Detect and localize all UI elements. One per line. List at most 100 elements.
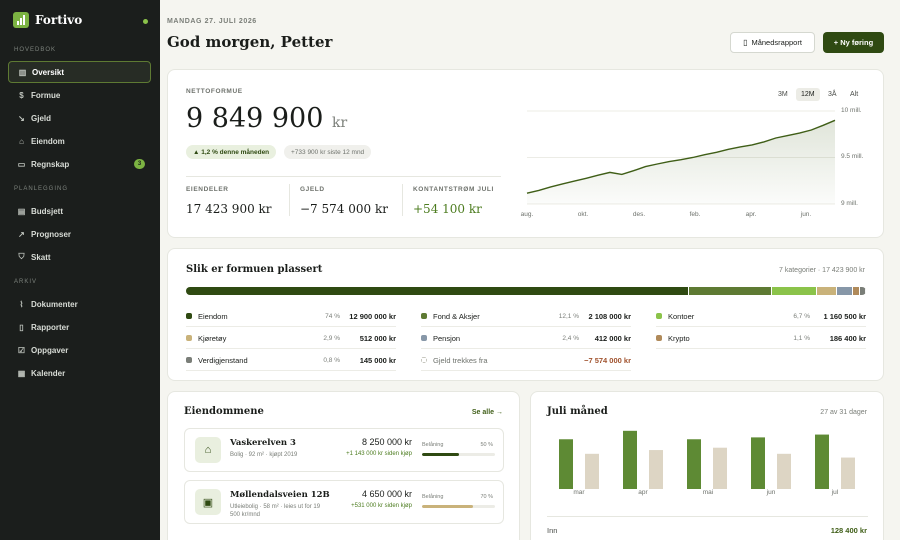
- sidebar-item-label: Kalender: [31, 368, 66, 378]
- sidebar-item-label: Oppgaver: [31, 345, 69, 355]
- allocation-segment[interactable]: [689, 287, 772, 295]
- legend-swatch: [656, 335, 662, 341]
- x-tick-label: aug.: [520, 211, 534, 218]
- year-change-badge: +733 900 kr siste 12 mnd: [284, 145, 372, 159]
- bar-ut[interactable]: [585, 453, 599, 489]
- sidebar-item-label: Prognoser: [31, 229, 72, 239]
- bar-inn[interactable]: [559, 439, 573, 489]
- loan-progress-fill: [422, 505, 474, 508]
- sidebar-item-prognoser[interactable]: ↗ Prognoser: [8, 223, 151, 245]
- divider: [402, 184, 403, 216]
- legend-item-verdigjenstand[interactable]: Verdigjenstand 0,8 % 145 000 kr: [186, 353, 396, 367]
- bar-inn[interactable]: [687, 439, 701, 489]
- legend-amount: −7 574 000 kr: [584, 355, 631, 365]
- legend-name: Gjeld trekkes fra: [433, 355, 488, 365]
- bar-inn[interactable]: [623, 430, 637, 489]
- loan-progress: [422, 505, 495, 508]
- page-title: God morgen, Petter: [167, 33, 333, 51]
- x-tick-label: jun: [766, 489, 776, 496]
- sidebar-item-label: Rapporter: [31, 322, 70, 332]
- cashflow-chart: [559, 430, 855, 489]
- sidebar-item-oppgaver[interactable]: ☑ Oppgaver: [8, 339, 151, 361]
- divider: [186, 348, 396, 349]
- bar-ut[interactable]: [713, 447, 727, 489]
- monthly-report-button[interactable]: ▯ Månedsrapport: [730, 32, 815, 53]
- legend-item-kontoer[interactable]: Kontoer 6,7 % 1 160 500 kr: [656, 309, 866, 323]
- divider: [656, 348, 866, 349]
- sidebar-item-skatt[interactable]: ⛉ Skatt: [8, 246, 151, 268]
- legend-pct: 6,7 %: [793, 312, 810, 320]
- allocation-segment[interactable]: [836, 287, 854, 295]
- sidebar-item-oversikt[interactable]: ▥ Oversikt: [8, 61, 151, 83]
- legend-item-eiendom[interactable]: Eiendom 74 % 12 900 000 kr: [186, 309, 396, 323]
- range-tab-3m[interactable]: 3M: [778, 91, 788, 98]
- allocation-segment[interactable]: [816, 287, 837, 295]
- legend-amount: 1 160 500 kr: [823, 311, 866, 321]
- bar-inn[interactable]: [815, 434, 829, 489]
- legend-name: Fond & Aksjer: [433, 311, 480, 321]
- sidebar-item-label: Regnskap: [31, 159, 70, 169]
- sidebar-item-dokumenter[interactable]: ⌇ Dokumenter: [8, 293, 151, 315]
- x-tick-label: mar: [573, 489, 585, 496]
- properties-card: Eiendommene Se alle → ⌂ Vaskerelven 3 Bo…: [167, 391, 520, 540]
- range-tab-3y[interactable]: 3Å: [828, 91, 837, 98]
- legend-item-kjoretoy[interactable]: Kjøretøy 2,9 % 512 000 kr: [186, 331, 396, 345]
- nav-section-hovedbok: HOVEDBOK: [14, 47, 57, 53]
- sidebar-item-budsjett[interactable]: ▤ Budsjett: [8, 200, 151, 222]
- x-tick-label: apr.: [745, 211, 757, 218]
- nav-section-planlegging: PLANLEGGING: [14, 186, 69, 192]
- legend-item-fond-aksjer[interactable]: Fond & Aksjer 12,1 % 2 108 000 kr: [421, 309, 631, 323]
- checkbox-icon: ☑: [17, 345, 26, 355]
- legend-name: Pensjon: [433, 333, 461, 343]
- legend-amount: 186 400 kr: [829, 333, 866, 343]
- divider: [186, 370, 396, 371]
- wallet-icon: ▤: [17, 206, 26, 216]
- legend-pct: 0,8 %: [323, 356, 340, 364]
- stat-assets: EIENDELER 17 423 900 kr: [186, 186, 272, 218]
- allocation-segment[interactable]: [853, 287, 861, 295]
- bar-inn[interactable]: [751, 437, 765, 489]
- legend-item-pensjon[interactable]: Pensjon 2,4 % 412 000 kr: [421, 331, 631, 345]
- sidebar-item-rapporter[interactable]: ▯ Rapporter: [8, 316, 151, 338]
- new-entry-button[interactable]: + Ny føring: [823, 32, 884, 53]
- brand[interactable]: Fortivo: [13, 12, 82, 28]
- sidebar-item-regnskap[interactable]: ▭ Regnskap 3: [8, 153, 151, 175]
- sidebar-item-kalender[interactable]: ▦ Kalender: [8, 362, 151, 384]
- allocation-title: Slik er formuen plassert: [186, 264, 323, 275]
- allocation-segment[interactable]: [771, 287, 817, 295]
- legend-swatch: [186, 335, 192, 341]
- allocation-segment[interactable]: [186, 287, 690, 295]
- document-icon: ▯: [743, 38, 748, 47]
- networth-value: 9 849 900 kr: [186, 103, 347, 134]
- legend-pct: 2,9 %: [323, 334, 340, 342]
- sidebar-item-label: Eiendom: [31, 136, 65, 146]
- legend-pct: 74 %: [325, 312, 340, 320]
- x-tick-label: mai: [702, 489, 714, 496]
- property-item[interactable]: ⌂ Vaskerelven 3 Bolig · 92 m² · kjøpt 20…: [184, 428, 504, 472]
- income-label: Inn: [547, 526, 558, 535]
- networth-area: [527, 120, 835, 204]
- sidebar-item-eiendom[interactable]: ⌂ Eiendom: [8, 130, 151, 152]
- networth-label: NETTOFORMUE: [186, 88, 243, 95]
- range-tab-12m[interactable]: 12M: [796, 88, 820, 101]
- y-tick-label: 9.5 mill.: [841, 153, 864, 160]
- range-tab-all[interactable]: Alt: [850, 91, 859, 98]
- see-all-link[interactable]: Se alle →: [471, 409, 503, 416]
- divider: [547, 516, 868, 517]
- x-tick-label: jun.: [800, 211, 812, 218]
- legend-item-gjeld[interactable]: Gjeld trekkes fra −7 574 000 kr: [421, 353, 631, 367]
- property-name: Møllendalsveien 12B: [230, 490, 330, 500]
- bar-ut[interactable]: [841, 457, 855, 489]
- sidebar-item-gjeld[interactable]: ↘ Gjeld: [8, 107, 151, 129]
- legend-name: Kontoer: [668, 311, 695, 321]
- legend-item-krypto[interactable]: Krypto 1,1 % 186 400 kr: [656, 331, 866, 345]
- bar-ut[interactable]: [777, 453, 791, 489]
- legend-pct: 2,4 %: [562, 334, 579, 342]
- property-item[interactable]: ▣ Møllendalsveien 12B Utleiebolig · 58 m…: [184, 480, 504, 524]
- legend-swatch: [421, 357, 427, 363]
- bar-ut[interactable]: [649, 450, 663, 489]
- sidebar-item-formue[interactable]: $ Formue: [8, 84, 151, 106]
- allocation-segment[interactable]: [860, 287, 866, 295]
- cashflow-title: Juli måned: [547, 406, 608, 417]
- networth-line: [526, 119, 836, 194]
